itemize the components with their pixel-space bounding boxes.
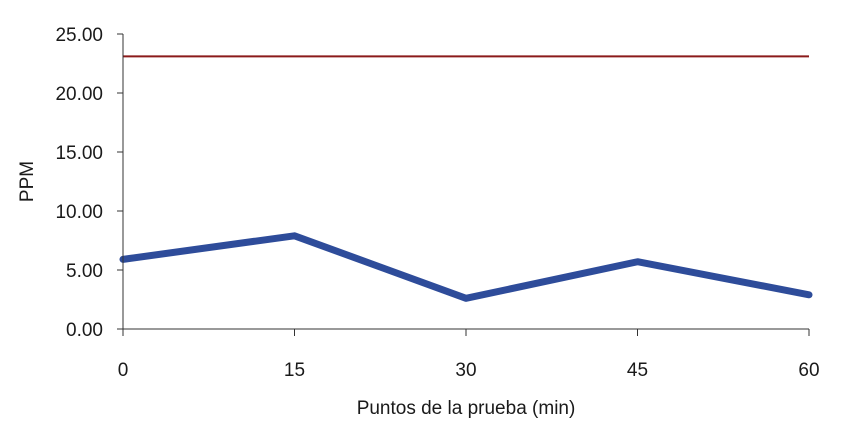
y-axis-ticks: 0.00 5.00 10.00 15.00 20.00 25.00 (55, 25, 123, 341)
x-tick-label: 30 (455, 360, 476, 381)
x-tick-label: 60 (798, 360, 819, 381)
y-tick-label: 10.00 (55, 202, 103, 223)
x-tick-label: 45 (627, 360, 648, 381)
y-tick-label: 25.00 (55, 25, 103, 46)
y-axis-title: PPM (17, 161, 38, 202)
x-tick-label: 0 (118, 360, 129, 381)
series-line (119, 232, 813, 302)
x-axis-ticks: 0 15 30 45 60 (118, 329, 820, 381)
y-tick-label: 5.00 (66, 261, 103, 282)
series-group (119, 232, 813, 302)
y-tick-label: 0.00 (66, 320, 103, 341)
x-axis-title: Puntos de la prueba (min) (357, 398, 576, 419)
y-tick-label: 15.00 (55, 143, 103, 164)
y-tick-label: 20.00 (55, 84, 103, 105)
x-tick-label: 15 (284, 360, 305, 381)
